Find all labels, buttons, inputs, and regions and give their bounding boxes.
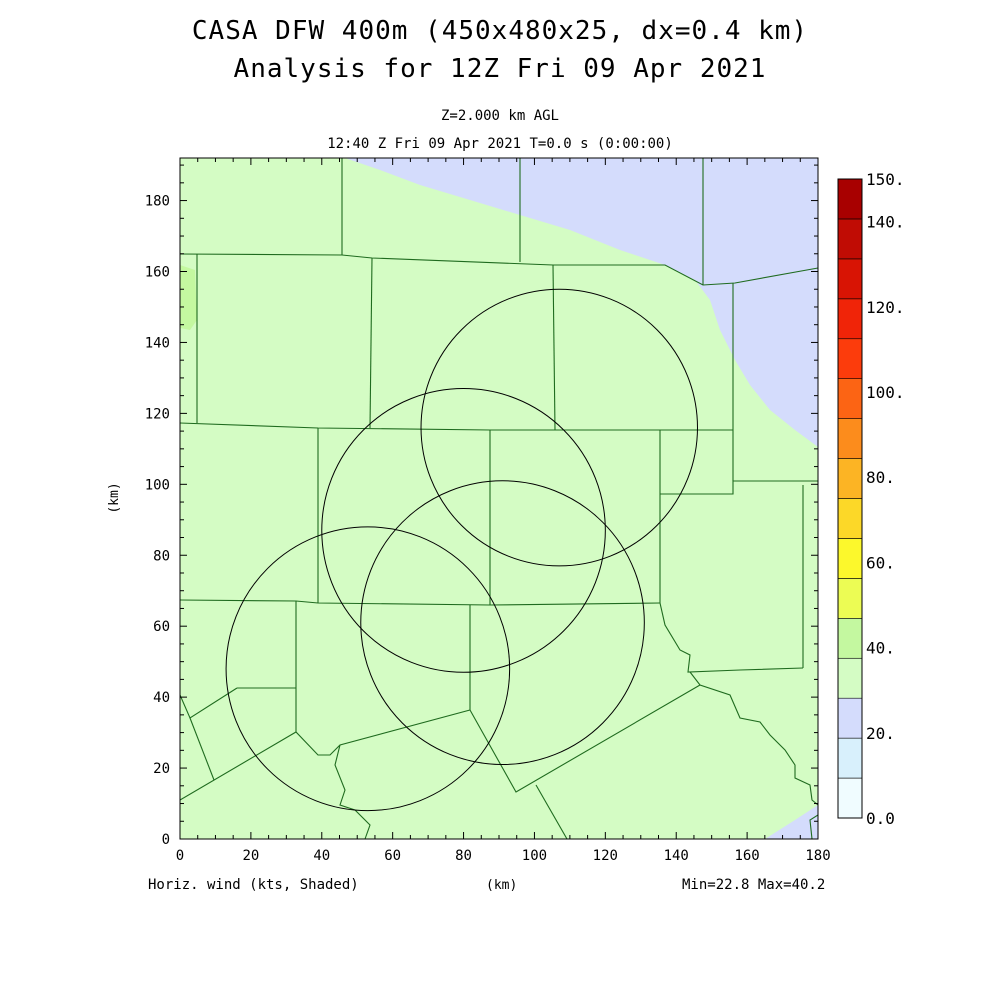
axis-tick-labels: 0 20 40 60 80 100 120 140 160 180 0 20 40 60 80 100 120 1… [145,194,831,864]
min-max-label: Min=22.8 Max=40.2 [682,877,826,893]
y-tick-label: 140 [145,335,170,351]
colorbar-segment [837,737,863,779]
x-tick-label: 60 [384,848,401,864]
colorbar-label: 40. [866,639,895,658]
colorbar-label: 100. [866,383,905,402]
colorbar-segment [837,777,863,819]
colorbar-label: 80. [866,468,895,487]
radar-ring-4 [360,480,645,766]
colorbar-segment [837,178,863,220]
time-label: 12:40 Z Fri 09 Apr 2021 T=0.0 s (0:00:00… [327,136,673,152]
radar-range-rings [225,288,698,812]
y-tick-label: 180 [145,194,170,210]
y-tick-label: 40 [153,690,170,706]
radar-ring-2 [321,388,606,673]
radar-ring-1 [420,288,698,567]
x-axis-label: (km) [486,878,518,893]
colorbar-segment [837,378,863,419]
axis-ticks [179,158,819,840]
colorbar-segment [837,498,863,539]
colorbar-segment [837,258,863,300]
colorbar-frame [837,178,863,819]
x-tick-label: 140 [664,848,689,864]
colorbar-label: 140. [866,213,905,232]
colorbar [837,178,863,819]
colorbar-segment [837,578,863,619]
x-tick-label: 120 [593,848,618,864]
y-tick-label: 80 [153,548,170,564]
colorbar-labels: 150. 140. 120. 100. 80. 60. 40. 20. 0.0 [866,170,905,828]
colorbar-segment [837,458,863,499]
colorbar-label: 150. [866,170,905,189]
y-tick-label: 20 [153,761,170,777]
y-tick-label: 160 [145,265,170,281]
radar-ring-3 [225,526,511,812]
colorbar-segment [837,657,863,699]
colorbar-label: 60. [866,553,895,572]
colorbar-segment [837,298,863,340]
y-tick-label: 0 [162,832,170,848]
wind-fill-20-30 [345,158,818,447]
y-tick-label: 60 [153,619,170,635]
colorbar-segment [837,418,863,459]
wind-fill-20-30-bottom [765,805,818,839]
x-tick-label: 0 [176,848,184,864]
colorbar-segment [837,538,863,579]
x-tick-label: 80 [455,848,472,864]
x-tick-label: 160 [734,848,759,864]
wind-fill-40-50 [180,265,197,330]
colorbar-label: 20. [866,724,895,743]
x-tick-label: 20 [242,848,259,864]
colorbar-segment [837,697,863,739]
colorbar-label: 120. [866,298,905,317]
field-description: Horiz. wind (kts, Shaded) [148,877,359,893]
colorbar-segment [837,618,863,659]
level-label: Z=2.000 km AGL [440,108,559,124]
county-boundaries [180,158,818,839]
colorbar-segment [837,218,863,260]
x-tick-label: 100 [522,848,547,864]
colorbar-segment [837,338,863,379]
x-tick-label: 40 [313,848,330,864]
title-line-1: CASA DFW 400m (450x480x25, dx=0.4 km) [191,16,809,46]
colorbar-label: 0.0 [866,809,895,828]
y-axis-label: (km) [107,482,122,513]
x-tick-label: 180 [805,848,830,864]
y-tick-label: 120 [145,406,170,422]
y-tick-label: 100 [145,477,170,493]
title-line-2: Analysis for 12Z Fri 09 Apr 2021 [233,54,767,84]
